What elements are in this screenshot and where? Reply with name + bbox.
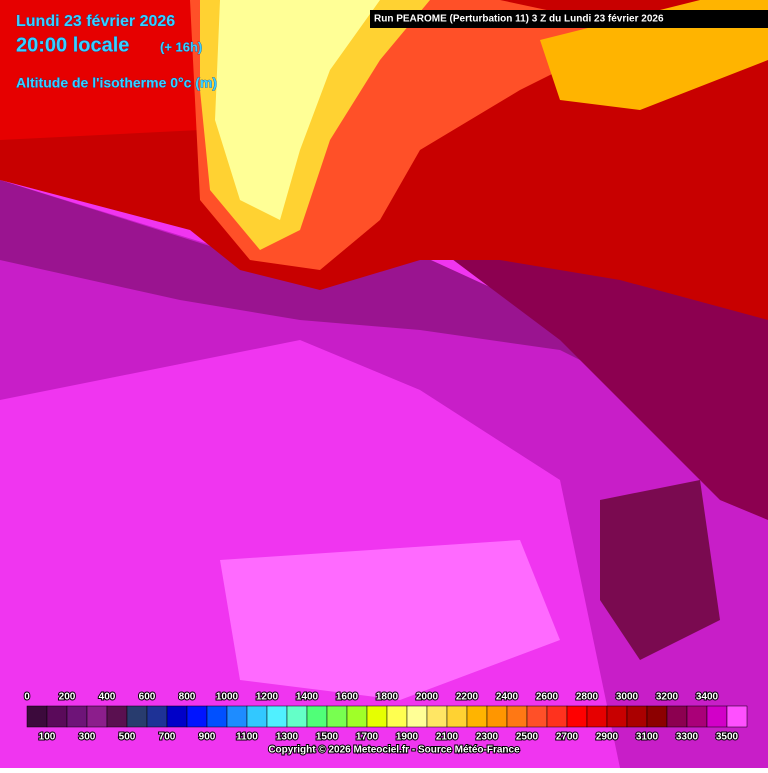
legend-label: 2600 — [536, 692, 559, 703]
legend-label: 1600 — [336, 692, 359, 703]
legend-label: 600 — [139, 692, 156, 703]
legend-label: 3100 — [636, 732, 659, 743]
legend-swatch — [186, 705, 208, 728]
legend-label: 300 — [79, 732, 96, 743]
legend-label: 3300 — [676, 732, 699, 743]
legend-swatch — [666, 705, 688, 728]
legend-swatch — [286, 705, 308, 728]
legend-swatch — [166, 705, 188, 728]
legend-swatch — [506, 705, 528, 728]
legend-label: 2400 — [496, 692, 519, 703]
legend-label: 200 — [59, 692, 76, 703]
isotherm-area — [220, 540, 560, 700]
legend-label: 2800 — [576, 692, 599, 703]
copyright: Copyright © 2026 Meteociel.fr - Source M… — [268, 745, 520, 756]
legend-label: 2100 — [436, 732, 459, 743]
legend-swatch — [66, 705, 88, 728]
legend-label: 900 — [199, 732, 216, 743]
legend-swatch — [306, 705, 328, 728]
legend-swatch — [626, 705, 648, 728]
isotherm-area — [0, 0, 200, 140]
legend-swatch — [586, 705, 608, 728]
legend-label: 1200 — [256, 692, 279, 703]
legend-swatch — [466, 705, 488, 728]
legend-label: 3200 — [656, 692, 679, 703]
legend-swatch — [566, 705, 588, 728]
legend-label: 2500 — [516, 732, 539, 743]
legend-label: 0 — [24, 692, 30, 703]
legend-label: 1100 — [236, 732, 258, 743]
legend-label: 1700 — [356, 732, 379, 743]
legend-label: 1900 — [396, 732, 419, 743]
legend-label: 3400 — [696, 692, 719, 703]
legend-swatch — [346, 705, 368, 728]
legend-swatch — [206, 705, 228, 728]
legend-swatch — [326, 705, 348, 728]
legend-label: 400 — [99, 692, 116, 703]
legend-swatch — [106, 705, 128, 728]
legend-label: 2900 — [596, 732, 619, 743]
legend-swatch — [386, 705, 408, 728]
legend-swatch — [726, 705, 748, 728]
legend-swatch — [366, 705, 388, 728]
legend-swatch — [606, 705, 628, 728]
legend-label: 100 — [39, 732, 56, 743]
legend-swatch — [146, 705, 168, 728]
legend-label: 500 — [119, 732, 136, 743]
run-info: Run PEAROME (Perturbation 11) 3 Z du Lun… — [374, 14, 664, 25]
legend-label: 3500 — [716, 732, 739, 743]
legend-swatch — [406, 705, 428, 728]
legend-label: 1400 — [296, 692, 319, 703]
legend-swatch — [686, 705, 708, 728]
legend-label: 2000 — [416, 692, 439, 703]
legend-swatch — [266, 705, 288, 728]
legend-swatch — [446, 705, 468, 728]
legend-label: 2300 — [476, 732, 499, 743]
legend-swatch — [486, 705, 508, 728]
legend-label: 1300 — [276, 732, 299, 743]
legend-label: 1000 — [216, 692, 239, 703]
legend-label: 2700 — [556, 732, 579, 743]
legend-swatch — [246, 705, 268, 728]
legend-label: 3000 — [616, 692, 639, 703]
legend-swatch — [126, 705, 148, 728]
legend-label: 800 — [179, 692, 196, 703]
isotherm-area — [600, 480, 720, 660]
legend-label: 1800 — [376, 692, 399, 703]
run-bar — [370, 10, 768, 28]
lead-time: (+ 16h) — [160, 39, 202, 54]
legend-swatch — [86, 705, 108, 728]
time: 20:00 locale — [16, 34, 129, 56]
legend-label: 2200 — [456, 692, 479, 703]
legend-label: 1500 — [316, 732, 339, 743]
legend-swatch — [426, 705, 448, 728]
isotherm-area — [0, 180, 768, 768]
legend: 0 100 200 300 400 500 600 700 800 900 1000 1100 1200… — [23, 691, 748, 744]
isotherm-area — [0, 180, 768, 520]
legend-swatch — [26, 705, 48, 728]
legend-label: 700 — [159, 732, 176, 743]
legend-swatch — [46, 705, 68, 728]
isotherm-area — [215, 0, 380, 220]
legend-swatch — [526, 705, 548, 728]
legend-swatch — [226, 705, 248, 728]
legend-swatch — [706, 705, 728, 728]
legend-swatch — [646, 705, 668, 728]
legend-swatch — [546, 705, 568, 728]
date: Lundi 23 février 2026 — [16, 13, 175, 30]
field-name: Altitude de l'isotherme 0°c (m) — [16, 75, 217, 91]
